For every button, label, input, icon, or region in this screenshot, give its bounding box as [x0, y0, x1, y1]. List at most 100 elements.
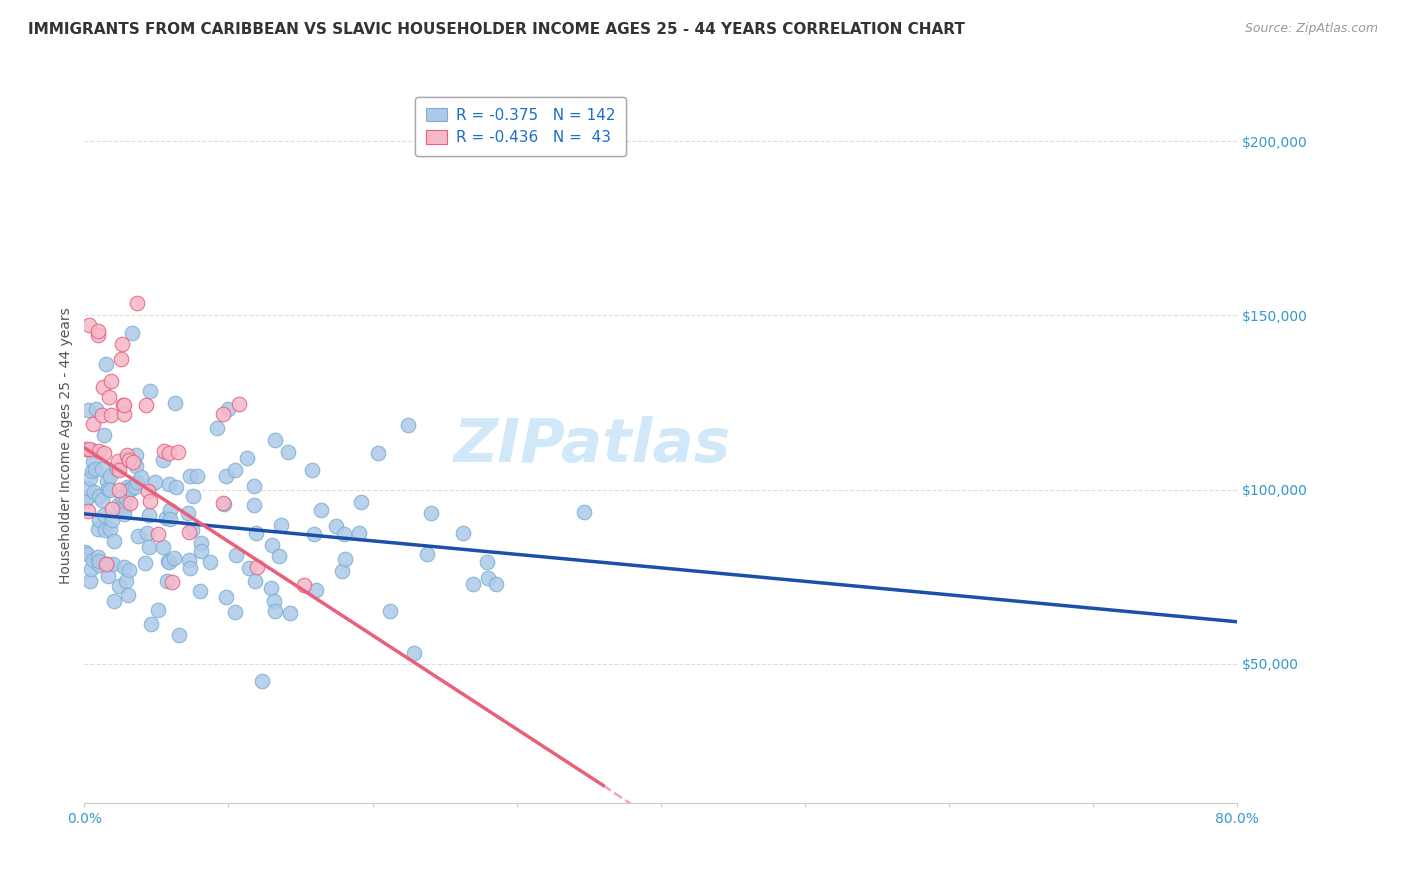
Point [94, 558, 117, 572]
Point [350, 495, 373, 509]
Point [75, 494, 97, 508]
Point [96, 474, 118, 488]
Point [82, 417, 104, 432]
Point [112, 559, 135, 574]
Point [110, 500, 132, 515]
Point [108, 579, 131, 593]
Point [83, 484, 105, 499]
Point [177, 506, 200, 520]
Point [451, 525, 474, 540]
Point [117, 588, 139, 602]
Point [120, 483, 142, 497]
Point [107, 462, 129, 476]
Point [330, 564, 353, 578]
Point [167, 445, 190, 459]
Point [98, 522, 121, 536]
Point [93, 524, 115, 538]
Point [159, 502, 181, 516]
Point [335, 552, 357, 566]
Point [98, 483, 121, 497]
Point [129, 470, 152, 484]
Point [86, 328, 108, 343]
Point [89, 444, 111, 458]
Point [309, 503, 332, 517]
Point [124, 448, 146, 462]
Point [157, 555, 180, 569]
Point [461, 577, 484, 591]
Point [93, 508, 115, 522]
Point [86, 522, 108, 536]
Point [152, 453, 174, 467]
Point [139, 494, 162, 508]
Point [416, 547, 439, 561]
Point [117, 452, 139, 467]
Point [98, 390, 121, 404]
Point [236, 451, 259, 466]
Point [148, 526, 170, 541]
Point [112, 502, 135, 516]
Point [82, 553, 104, 567]
Point [101, 501, 124, 516]
Point [263, 434, 285, 448]
Point [98, 469, 121, 483]
Point [103, 594, 125, 608]
Point [475, 556, 498, 570]
Point [117, 480, 139, 494]
Point [82, 443, 104, 458]
Point [420, 506, 443, 520]
Point [179, 469, 201, 483]
Point [79, 471, 101, 485]
Point [367, 445, 389, 459]
Point [301, 463, 323, 477]
Point [278, 606, 301, 620]
Point [181, 523, 204, 537]
Point [111, 336, 134, 351]
Point [112, 407, 135, 421]
Point [215, 590, 238, 604]
Point [305, 582, 328, 597]
Point [163, 551, 186, 566]
Point [124, 480, 146, 494]
Point [163, 396, 186, 410]
Point [107, 498, 129, 512]
Point [396, 417, 419, 432]
Point [111, 489, 134, 503]
Point [157, 476, 180, 491]
Point [89, 489, 111, 503]
Point [112, 398, 135, 412]
Point [250, 673, 273, 688]
Point [212, 496, 235, 510]
Point [156, 574, 179, 589]
Point [118, 453, 141, 467]
Point [125, 475, 148, 490]
Point [260, 581, 283, 595]
Point [302, 527, 325, 541]
Point [125, 458, 148, 473]
Point [190, 536, 212, 550]
Legend: R = -0.375   N = 142, R = -0.436   N =  43: R = -0.375 N = 142, R = -0.436 N = 43 [415, 97, 626, 156]
Point [121, 326, 143, 340]
Point [93, 427, 115, 442]
Point [141, 617, 163, 632]
Point [485, 577, 508, 591]
Point [87, 324, 110, 338]
Point [77, 504, 100, 518]
Point [77, 403, 100, 417]
Point [146, 603, 169, 617]
Point [84, 402, 107, 417]
Point [103, 557, 125, 571]
Point [110, 352, 132, 367]
Point [91, 380, 114, 394]
Point [80, 464, 103, 478]
Point [107, 454, 129, 468]
Point [188, 584, 211, 599]
Point [97, 568, 120, 582]
Point [135, 398, 157, 412]
Point [90, 462, 112, 476]
Point [270, 517, 292, 532]
Point [238, 561, 260, 575]
Point [84, 462, 107, 476]
Point [404, 646, 426, 660]
Point [76, 491, 98, 505]
Text: IMMIGRANTS FROM CARIBBEAN VS SLAVIC HOUSEHOLDER INCOME AGES 25 - 44 YEARS CORREL: IMMIGRANTS FROM CARIBBEAN VS SLAVIC HOUS… [28, 22, 965, 37]
